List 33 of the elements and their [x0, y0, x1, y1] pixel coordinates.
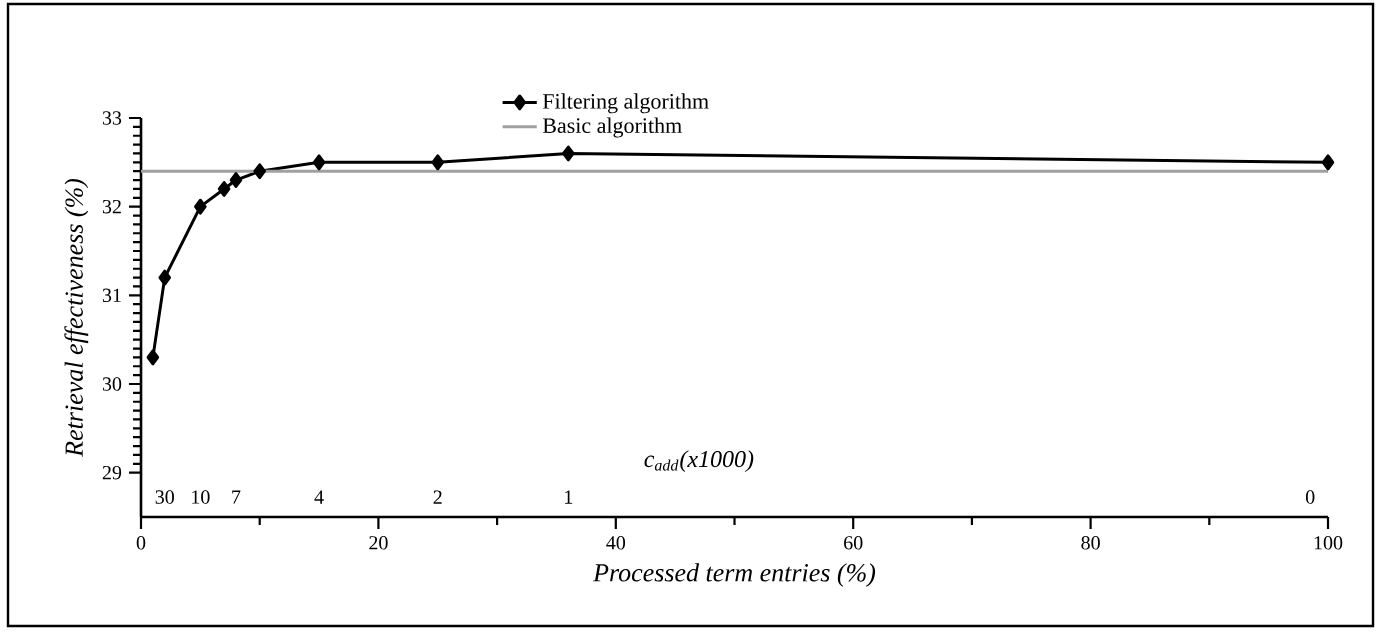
x-tick-label: 100 — [1314, 536, 1343, 550]
y-tick-label: 33 — [102, 111, 122, 125]
annotation: 4 — [314, 490, 324, 504]
x-axis-title: Processed term entries (%) — [592, 563, 876, 587]
y-tick-label: 29 — [102, 465, 122, 480]
x-tick-label: 0 — [136, 536, 146, 550]
annotation: 30 — [155, 490, 174, 504]
y-tick-label: 32 — [102, 199, 121, 214]
point — [146, 349, 160, 366]
x-tick-label: 80 — [1081, 536, 1100, 550]
x-tick-label: 60 — [844, 536, 863, 550]
legend-label: Basic algorithm — [542, 117, 682, 138]
legend-label: Filtering algorithm — [542, 93, 709, 114]
annotation: 2 — [433, 490, 442, 504]
x-tick-label: 20 — [369, 536, 388, 550]
y-tick-label: 30 — [102, 377, 122, 391]
point — [194, 198, 207, 215]
annotation: 7 — [232, 490, 241, 504]
point — [229, 172, 243, 188]
point — [431, 154, 445, 171]
point — [562, 145, 575, 162]
annotation: 0 — [1305, 490, 1315, 504]
y-axis-title: Retrieval effectiveness (%) — [64, 178, 89, 457]
y-tick-label: 31 — [102, 288, 121, 303]
annotation: 1 — [565, 490, 573, 504]
annotation: c$_{add}$(x1000) — [644, 450, 754, 473]
point — [312, 154, 326, 171]
x-tick-label: 40 — [606, 536, 626, 550]
annotation: 10 — [192, 490, 210, 504]
point — [158, 269, 172, 286]
point — [253, 163, 266, 180]
point — [217, 181, 231, 197]
point — [1321, 154, 1335, 171]
